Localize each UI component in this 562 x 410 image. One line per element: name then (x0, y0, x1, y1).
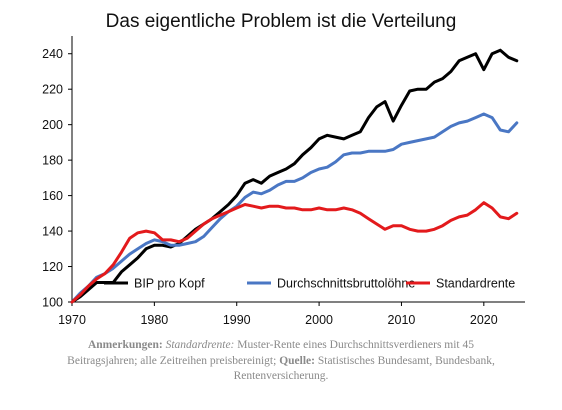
note-text-2: Statistisches Bundesamt, Bundesbank, Ren… (233, 354, 495, 383)
series-lines (70, 48, 519, 304)
note-term-standardrente: Standardrente: (165, 339, 235, 351)
legend-label-bip-pro-kopf: BIP pro Kopf (134, 277, 205, 291)
y-tick-label: 100 (42, 296, 63, 310)
x-tick-label: 2010 (388, 313, 416, 327)
note-label-anmerkungen: Anmerkungen: (87, 339, 163, 351)
x-tick-label: 2000 (305, 313, 333, 327)
series-line-bip-pro-kopf (70, 48, 519, 304)
line-chart: Das eigentliche Problem ist die Verteilu… (42, 11, 525, 327)
y-tick-label: 200 (42, 118, 63, 132)
y-tick-label: 240 (42, 47, 63, 61)
x-tick-label: 1990 (223, 313, 251, 327)
x-tick-label: 1980 (140, 313, 168, 327)
legend: BIP pro Kopf Durchschnittsbruttolöhne Stan… (104, 277, 515, 291)
legend-label-durchschnittsbruttoloehne: Durchschnittsbruttolöhne (277, 277, 415, 291)
series-line-durchschnittsbruttoloehne (70, 112, 519, 304)
note-label-quelle: Quelle: (279, 354, 315, 367)
note-text-1: Muster-Rente eines Durchschnittsverdiene… (67, 339, 475, 367)
y-tick-label: 160 (42, 189, 63, 203)
y-tick-label: 140 (42, 225, 63, 239)
x-tick-label: 1970 (58, 313, 86, 327)
y-tick-label: 180 (42, 154, 63, 168)
chart-footnote: Anmerkungen: Standardrente: Muster-Rente… (60, 338, 502, 385)
axes: 100 120 140 160 180 200 220 240 1970 1980 1990 2000… (42, 36, 525, 327)
y-tick-label: 120 (42, 260, 63, 274)
x-tick-label: 2020 (470, 313, 498, 327)
series-line-standardrente (70, 201, 519, 304)
legend-label-standardrente: Standardrente (436, 277, 515, 291)
chart-title: Das eigentliche Problem ist die Verteilu… (106, 11, 457, 32)
y-tick-label: 220 (42, 83, 63, 97)
